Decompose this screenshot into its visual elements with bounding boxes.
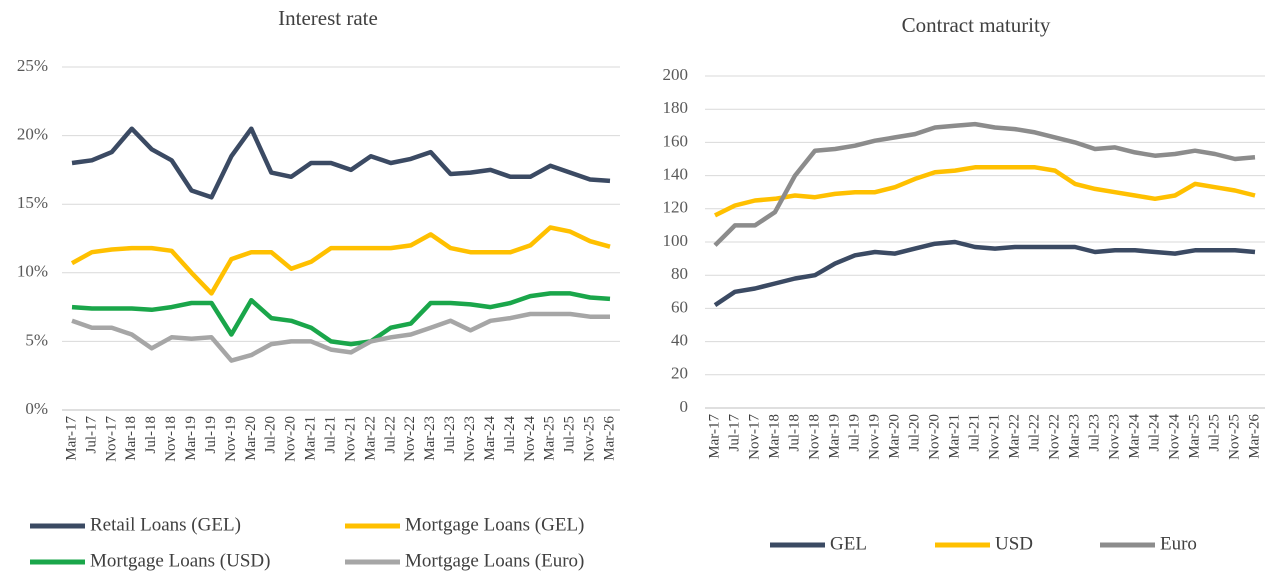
x-tick-label: Jul-19 — [203, 416, 219, 454]
x-tick-label: Mar-18 — [123, 416, 139, 461]
x-tick-label: Jul-22 — [1026, 414, 1042, 452]
legend-label: Retail Loans (GEL) — [90, 514, 241, 535]
y-tick-label: 20% — [17, 125, 48, 144]
y-tick-label: 10% — [17, 262, 48, 281]
x-tick-label: Mar-26 — [1246, 414, 1262, 459]
x-tick-label: Nov-24 — [1166, 414, 1182, 460]
series-line — [713, 121, 1256, 247]
x-tick-label: Mar-25 — [1186, 414, 1202, 459]
x-tick-label: Jul-25 — [562, 416, 578, 454]
x-tick-label: Jul-23 — [1086, 414, 1102, 452]
legend-label: Mortgage Loans (GEL) — [405, 514, 584, 535]
y-tick-label: 5% — [25, 330, 48, 349]
y-tick-label: 0% — [25, 399, 48, 418]
chart-title: Contract maturity — [902, 13, 1051, 37]
x-tick-label: Mar-24 — [1126, 414, 1142, 459]
x-tick-label: Jul-20 — [263, 416, 279, 454]
x-tick-label: Mar-23 — [422, 416, 438, 461]
x-tick-label: Mar-18 — [766, 414, 782, 459]
x-tick-label: Jul-23 — [442, 416, 458, 454]
y-tick-label: 100 — [663, 231, 689, 250]
x-tick-label: Jul-21 — [966, 414, 982, 452]
x-tick-label: Mar-20 — [886, 414, 902, 459]
chart-title: Interest rate — [278, 6, 378, 30]
x-tick-label: Nov-22 — [402, 416, 418, 462]
x-tick-label: Nov-22 — [1046, 414, 1062, 460]
x-tick-label: Nov-18 — [163, 416, 179, 462]
x-tick-label: Jul-19 — [846, 414, 862, 452]
x-tick-label: Jul-21 — [322, 416, 338, 454]
y-tick-label: 15% — [17, 193, 48, 212]
x-tick-label: Nov-17 — [103, 416, 119, 462]
x-tick-label: Jul-17 — [83, 416, 99, 454]
series-line — [713, 239, 1256, 307]
x-tick-label: Nov-18 — [806, 414, 822, 460]
x-tick-label: Mar-19 — [183, 416, 199, 461]
y-tick-label: 120 — [663, 198, 689, 217]
x-tick-label: Mar-23 — [1066, 414, 1082, 459]
x-tick-label: Nov-20 — [283, 416, 299, 462]
series-line — [70, 225, 611, 296]
y-tick-label: 140 — [663, 165, 689, 184]
y-tick-label: 0 — [680, 397, 689, 416]
x-tick-label: Nov-21 — [986, 414, 1002, 460]
x-tick-label: Nov-19 — [866, 414, 882, 460]
x-tick-label: Mar-24 — [482, 416, 498, 461]
y-tick-label: 20 — [671, 364, 688, 383]
x-tick-label: Mar-17 — [706, 414, 722, 459]
series-line — [71, 311, 610, 363]
x-tick-label: Mar-21 — [303, 416, 319, 461]
x-tick-label: Jul-22 — [382, 416, 398, 454]
x-tick-label: Mar-22 — [1006, 414, 1022, 459]
x-tick-label: Mar-20 — [243, 416, 259, 461]
x-tick-label: Nov-23 — [1106, 414, 1122, 460]
x-tick-label: Jul-24 — [502, 415, 518, 453]
x-tick-label: Mar-19 — [826, 414, 842, 459]
x-tick-label: Jul-17 — [726, 414, 742, 452]
series-line — [71, 291, 611, 347]
y-tick-label: 25% — [17, 56, 48, 75]
x-tick-label: Nov-24 — [522, 416, 538, 462]
y-tick-label: 80 — [671, 264, 688, 283]
x-tick-label: Mar-25 — [542, 416, 558, 461]
x-tick-label: Nov-21 — [342, 416, 358, 462]
x-tick-label: Nov-17 — [746, 414, 762, 460]
series-line — [714, 165, 1256, 218]
legend-label: GEL — [830, 533, 867, 554]
y-tick-label: 40 — [671, 331, 688, 350]
legend-label: Mortgage Loans (Euro) — [405, 550, 584, 571]
y-tick-label: 180 — [663, 98, 689, 117]
y-tick-label: 60 — [671, 297, 688, 316]
series-line — [71, 126, 611, 200]
legend-label: USD — [995, 533, 1033, 554]
x-tick-label: Mar-22 — [362, 416, 378, 461]
x-tick-label: Mar-26 — [601, 416, 617, 461]
x-tick-label: Jul-18 — [143, 416, 159, 454]
x-tick-label: Nov-23 — [462, 416, 478, 462]
x-tick-label: Mar-17 — [63, 416, 79, 461]
x-tick-label: Jul-20 — [906, 414, 922, 452]
x-tick-label: Nov-19 — [223, 416, 239, 462]
y-tick-label: 160 — [663, 131, 689, 150]
x-tick-label: Jul-24 — [1146, 414, 1162, 452]
x-tick-label: Jul-25 — [1206, 414, 1222, 452]
y-tick-label: 200 — [663, 65, 689, 84]
x-tick-label: Mar-21 — [946, 414, 962, 459]
legend-label: Mortgage Loans (USD) — [90, 550, 270, 571]
legend-label: Euro — [1160, 533, 1197, 554]
x-tick-label: Nov-25 — [582, 416, 598, 462]
x-tick-label: Nov-25 — [1226, 414, 1242, 460]
x-tick-label: Jul-18 — [786, 414, 802, 452]
x-tick-label: Nov-20 — [926, 414, 942, 460]
